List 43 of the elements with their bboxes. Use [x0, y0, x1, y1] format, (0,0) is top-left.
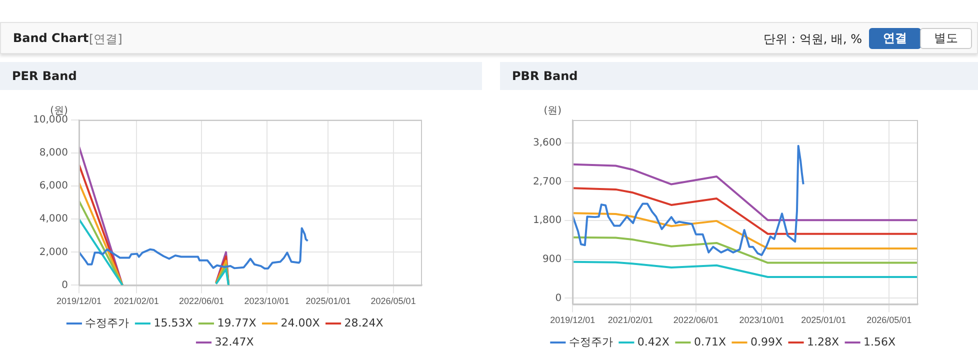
legend-label: 0.71X	[694, 335, 726, 348]
y-tick-label: 10,000	[32, 114, 68, 126]
x-tick-label: 2023/10/01	[244, 296, 290, 306]
chart-title: PER Band	[0, 62, 482, 90]
legend-label: 1.28X	[807, 335, 840, 348]
legend-label: 수정주가	[568, 335, 613, 348]
y-tick-label: 2,000	[39, 246, 68, 258]
y-tick-label: 8,000	[39, 148, 68, 159]
y-tick-label: 4,000	[39, 214, 68, 225]
text: 단위 : 억원, 배, %	[764, 31, 862, 48]
x-tick-label: 2026/05/01	[370, 296, 416, 306]
legend-label: 0.42X	[637, 335, 670, 348]
y-tick-label: 3,600	[532, 137, 562, 148]
x-tick-label: 2025/01/01	[306, 296, 351, 306]
text: [연결]	[89, 31, 122, 48]
x-tick-label: 2021/02/01	[114, 296, 159, 306]
y-axis-title: (원)	[544, 106, 562, 117]
y-tick-label: 1,800	[532, 215, 562, 226]
x-tick-label: 2019/12/01	[56, 296, 102, 306]
tab-button: 연결	[869, 28, 921, 49]
tab-button: 별도	[920, 28, 972, 49]
y-tick-label: 2,700	[532, 176, 562, 188]
x-tick-label: 2019/12/01	[550, 315, 596, 326]
legend-label: 0.99X	[750, 335, 783, 348]
y-tick-label: 6,000	[39, 180, 68, 192]
x-tick-label: 2026/05/01	[866, 315, 912, 326]
x-tick-label: 2022/06/01	[178, 296, 224, 306]
x-tick-label: 2023/10/01	[739, 315, 784, 326]
chart-title: PBR Band	[500, 62, 978, 90]
x-tick-label: 2025/01/01	[801, 315, 846, 326]
legend-label: 수정주가	[85, 316, 130, 330]
y-tick-label: 0	[62, 280, 68, 291]
legend-label: 32.47X	[214, 335, 254, 348]
legend-label: 19.77X	[217, 316, 257, 330]
legend-label: 15.53X	[154, 316, 194, 330]
y-tick-label: 0	[555, 292, 562, 304]
legend-label: 24.00X	[280, 316, 320, 330]
legend-label: 28.24X	[344, 316, 384, 330]
y-tick-label: 900	[542, 254, 562, 265]
legend-label: 1.56X	[864, 335, 896, 348]
x-tick-label: 2021/02/01	[608, 315, 653, 326]
text: Band Chart	[13, 31, 89, 45]
x-tick-label: 2022/06/01	[673, 315, 718, 326]
